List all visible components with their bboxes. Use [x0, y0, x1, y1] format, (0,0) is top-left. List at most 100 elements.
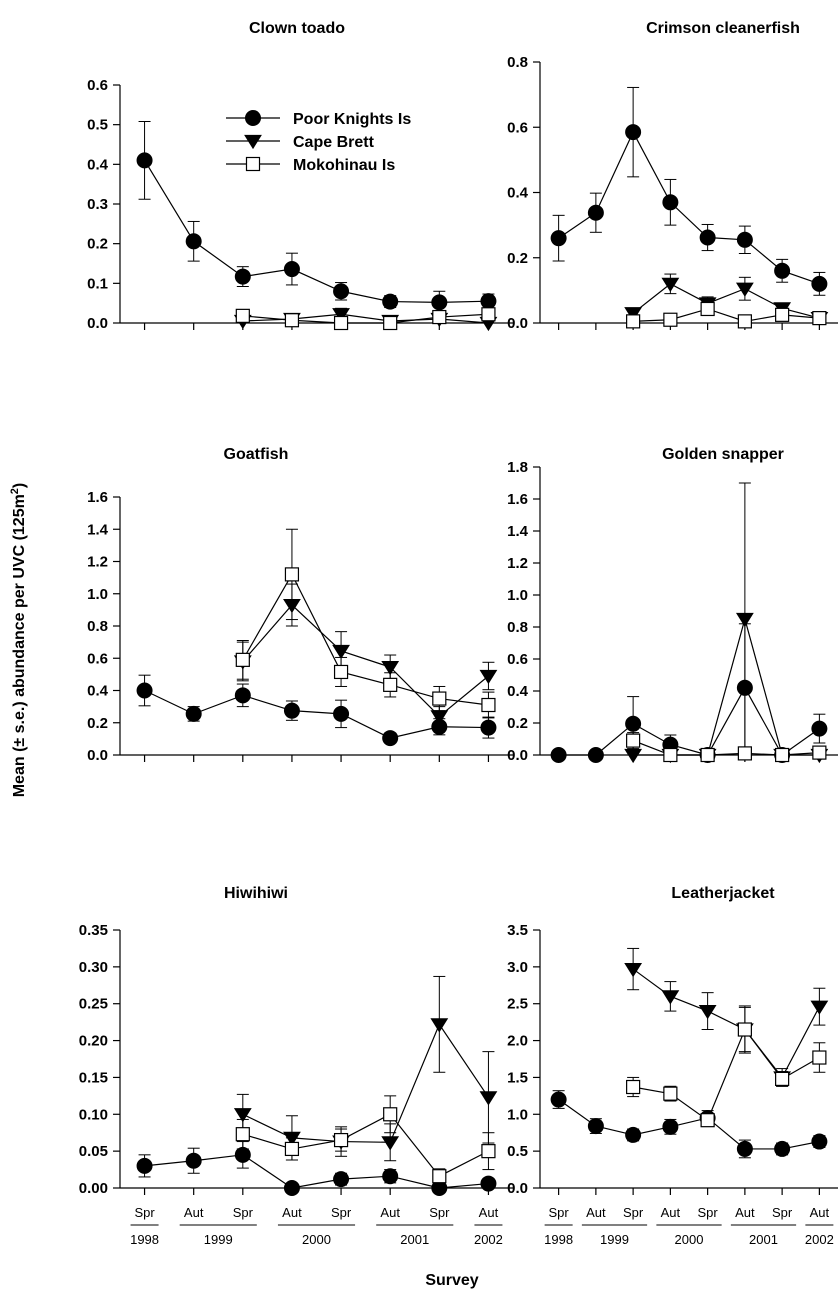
data-point	[481, 1144, 496, 1159]
y-tick-label: 0.5	[507, 1143, 528, 1160]
x-category-label: Aut	[479, 1205, 499, 1220]
data-point	[284, 1141, 300, 1157]
x-category-label: Spr	[772, 1205, 793, 1220]
series-mokohinau-is	[626, 301, 827, 329]
y-tick-label: 1.2	[507, 555, 528, 572]
data-point	[811, 275, 828, 292]
legend-marker	[245, 110, 261, 126]
data-point	[234, 268, 251, 285]
y-tick-label: 0.3	[87, 196, 108, 213]
data-point	[700, 747, 715, 763]
data-point	[811, 720, 828, 737]
data-point	[700, 301, 715, 317]
data-point	[234, 687, 251, 704]
data-point	[775, 1071, 790, 1087]
y-tick-label: 1.6	[507, 491, 528, 508]
data-point	[233, 1108, 252, 1123]
y-tick-label: 0.2	[87, 236, 108, 253]
data-point	[663, 747, 678, 763]
data-point	[550, 747, 567, 763]
x-category-label: Aut	[184, 1205, 204, 1220]
data-point	[661, 990, 680, 1005]
series-line	[242, 604, 489, 718]
chart-panel-5: Hiwihiwi 0.00 0.05 0.10 0.15 0.20 0.25 0.30 0.35…	[79, 885, 513, 1247]
y-tick-label: 0.15	[79, 1069, 108, 1086]
legend-label: Cape Brett	[293, 134, 375, 151]
legend: Poor Knights Is Cape Brett Mokohinau Is	[226, 110, 411, 174]
chart-title: Goatfish	[224, 446, 289, 463]
data-point	[234, 1146, 251, 1163]
y-tick-label: 0.2	[507, 715, 528, 732]
data-point	[480, 1175, 497, 1192]
y-tick-label: 0.8	[507, 619, 528, 636]
y-tick-label: 0.25	[79, 996, 108, 1013]
data-point	[136, 682, 153, 699]
series-line	[242, 313, 489, 324]
series-poor-knights-is	[550, 623, 828, 763]
data-point	[663, 312, 678, 327]
data-point	[432, 309, 447, 325]
data-point	[382, 293, 399, 310]
x-category-label: Spr	[134, 1205, 155, 1220]
series-poor-knights-is	[550, 1090, 828, 1159]
x-category-label: Aut	[282, 1205, 302, 1220]
y-tick-label: 0.0	[507, 1180, 528, 1197]
data-point	[430, 1018, 449, 1033]
data-point	[736, 1140, 753, 1157]
series-line	[632, 968, 820, 1079]
x-category-label: Aut	[380, 1205, 400, 1220]
series-line	[633, 616, 820, 756]
data-point	[480, 719, 497, 736]
y-tick-label: 0.05	[79, 1143, 108, 1160]
x-category-label: Spr	[429, 1205, 450, 1220]
data-point	[479, 1091, 498, 1106]
data-point	[550, 1091, 567, 1108]
y-tick-label: 3.5	[507, 922, 528, 939]
y-tick-label: 0.20	[79, 1033, 108, 1050]
data-point	[625, 715, 642, 732]
y-tick-label: 0.6	[87, 650, 108, 667]
data-point	[382, 730, 399, 747]
data-point	[333, 1132, 349, 1148]
data-point	[624, 307, 643, 322]
data-point	[737, 1022, 752, 1037]
y-tick-label: 0.6	[507, 119, 528, 136]
y-tick-label: 0.8	[507, 54, 528, 71]
data-point	[235, 308, 250, 323]
y-tick-label: 0.30	[79, 959, 108, 976]
y-tick-label: 0.4	[507, 185, 529, 202]
year-label: 2001	[749, 1232, 778, 1247]
data-point	[481, 307, 496, 322]
data-point	[810, 1000, 829, 1015]
data-point	[626, 314, 641, 329]
y-tick-label: 1.0	[507, 587, 528, 604]
y-tick-label: 0.00	[79, 1180, 108, 1197]
data-point	[383, 677, 398, 692]
y-tick-label: 0.0	[507, 747, 528, 764]
y-tick-label: 0.0	[87, 315, 108, 332]
y-tick-label: 0.4	[507, 683, 529, 700]
data-point	[736, 231, 753, 248]
series-poor-knights-is	[136, 674, 497, 747]
series-line	[242, 1113, 489, 1177]
data-point	[624, 962, 643, 978]
series-mokohinau-is	[626, 1006, 827, 1128]
series-line	[242, 1023, 489, 1143]
x-axis-label: Survey	[425, 1272, 478, 1289]
chart-title: Leatherjacket	[671, 885, 775, 902]
chart-panel-2: Crimson cleanerfish 0.0 0.2 0.4 0.6 0.8	[507, 20, 838, 332]
data-point	[735, 282, 754, 297]
y-tick-label: 0.1	[87, 275, 108, 292]
chart-panel-4: Golden snapper 0.0 0.2 0.4 0.6 0.8 1.0 1.2 1.4 1.…	[507, 446, 838, 764]
data-point	[381, 1136, 400, 1151]
data-point	[661, 277, 680, 292]
data-point	[775, 747, 790, 763]
data-point	[332, 644, 350, 660]
x-category-label: Spr	[331, 1205, 352, 1220]
data-point	[136, 1157, 153, 1174]
year-label: 2002	[805, 1232, 834, 1247]
data-point	[235, 1127, 250, 1142]
y-tick-label: 1.8	[507, 459, 528, 476]
data-point	[735, 612, 754, 628]
series-mokohinau-is	[235, 307, 496, 331]
